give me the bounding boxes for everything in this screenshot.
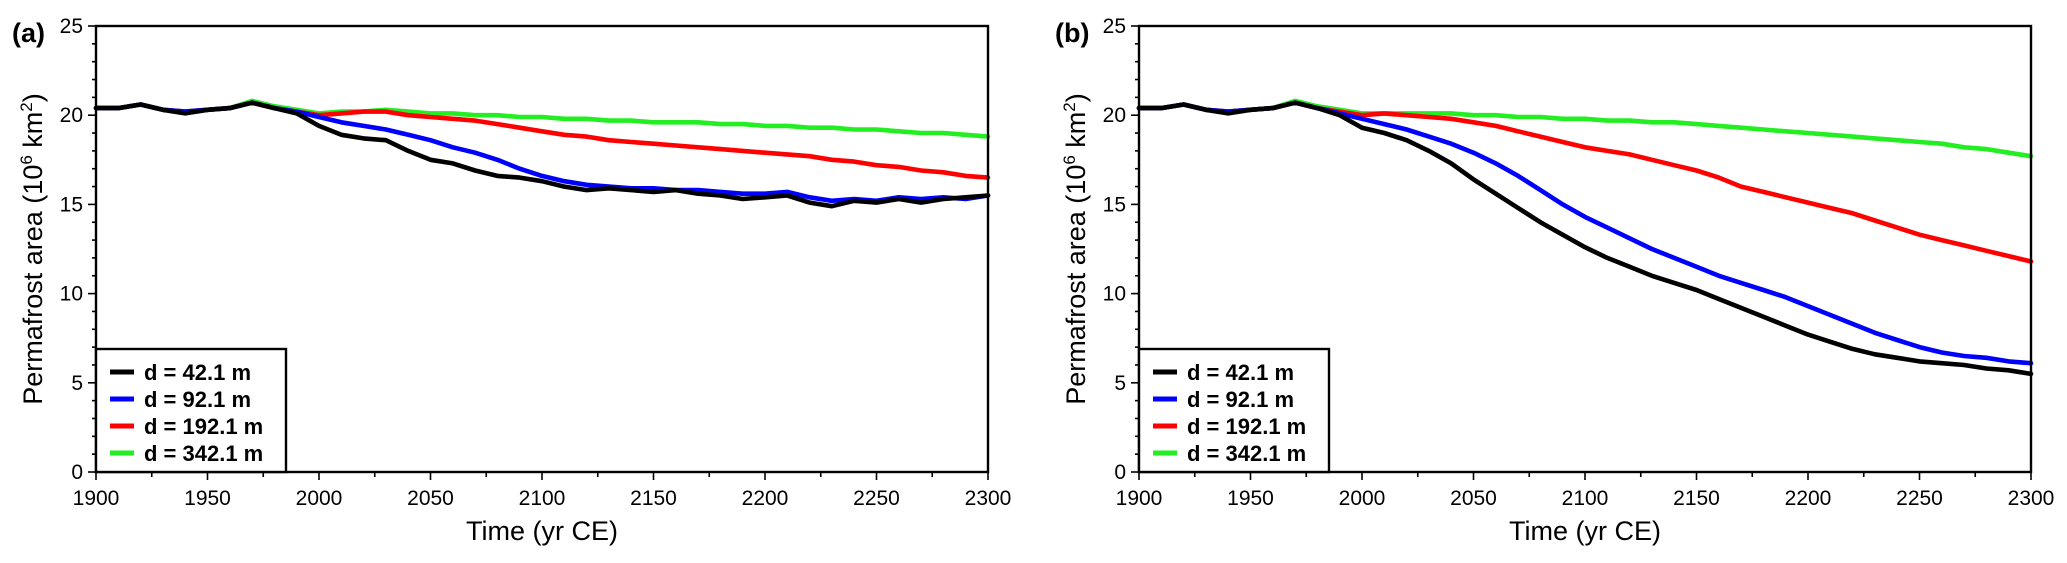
x-tick-label: 1900 [1116, 487, 1163, 510]
x-axis-title: Time (yr CE) [466, 516, 618, 546]
x-tick-label: 2200 [1785, 487, 1832, 510]
series-line-42-1m [1136, 100, 2034, 377]
y-tick-label: 5 [1114, 372, 1126, 395]
panel-a: 1900 1950 2000 2050 2100 2150 2200 2250 2300 0 5 10… [12, 15, 1011, 546]
y-tick-label: 0 [1114, 461, 1126, 484]
x-tick-label: 2050 [407, 487, 454, 510]
y-axis-title: Permafrost area (106 km2) [1060, 93, 1091, 405]
x-tick-label: 1900 [73, 487, 120, 510]
x-tick-label: 2150 [630, 487, 677, 510]
panel-label: (a) [12, 18, 45, 48]
y-axis-title: Permafrost area (106 km2) [17, 93, 48, 405]
y-tick-label: 10 [60, 283, 83, 306]
panel-label: (b) [1055, 18, 1089, 48]
legend-entry: d = 342.1 m [144, 441, 263, 466]
y-axis-title-part: 6 [17, 155, 36, 164]
legend-entry: d = 92.1 m [144, 387, 251, 412]
y-tick-label: 20 [60, 104, 83, 127]
y-axis-title-part: 2 [1060, 102, 1079, 111]
x-tick-label: 2050 [1450, 487, 1497, 510]
x-tick-label: 2000 [1339, 487, 1386, 510]
y-tick-label: 10 [1103, 283, 1126, 306]
y-tick-label: 15 [60, 193, 83, 216]
y-axis-title-part: km [18, 112, 48, 156]
legend-entry: d = 92.1 m [1187, 387, 1294, 412]
y-tick-label: 0 [71, 461, 83, 484]
y-tick-label: 20 [1103, 104, 1126, 127]
legend: d = 42.1 md = 92.1 md = 192.1 md = 342.1… [1137, 347, 1331, 474]
legend-entry: d = 42.1 m [1187, 360, 1294, 385]
series-line-42-1m [93, 100, 991, 209]
y-axis-title-part: Permafrost area (10 [18, 165, 48, 405]
x-tick-label: 1950 [1227, 487, 1274, 510]
panel-b: 1900 1950 2000 2050 2100 2150 2200 2250 2300 0 5 10… [1055, 15, 2054, 546]
x-axis-title: Time (yr CE) [1509, 516, 1661, 546]
x-tick-label: 2100 [1562, 487, 1609, 510]
legend-entry: d = 192.1 m [144, 414, 263, 439]
x-tick-label: 2300 [2008, 487, 2055, 510]
x-tick-label: 2150 [1673, 487, 1720, 510]
y-axis-title-part: ) [18, 93, 48, 102]
x-tick-label: 2250 [853, 487, 900, 510]
x-tick-label: 2100 [519, 487, 566, 510]
series-group [1136, 98, 2034, 377]
y-tick-label: 5 [71, 372, 83, 395]
legend: d = 42.1 md = 92.1 md = 192.1 md = 342.1… [94, 347, 288, 474]
legend-entry: d = 192.1 m [1187, 414, 1306, 439]
y-tick-label: 15 [1103, 193, 1126, 216]
y-tick-label: 25 [1103, 15, 1126, 38]
y-tick-label: 25 [60, 15, 83, 38]
y-axis-title-part: 6 [1060, 155, 1079, 164]
x-tick-label: 2000 [296, 487, 343, 510]
x-tick-label: 2300 [965, 487, 1012, 510]
x-tick-label: 1950 [184, 487, 231, 510]
x-tick-label: 2200 [742, 487, 789, 510]
series-line-192-1m [93, 100, 991, 180]
legend-entry: d = 342.1 m [1187, 441, 1306, 466]
legend-entry: d = 42.1 m [144, 360, 251, 385]
y-axis-title-part: ) [1061, 93, 1091, 102]
y-axis-title-part: 2 [17, 102, 36, 111]
y-axis-title-part: Permafrost area (10 [1061, 165, 1091, 405]
y-axis-title-part: km [1061, 112, 1091, 156]
series-line-192-1m [1136, 100, 2034, 264]
x-tick-label: 2250 [1896, 487, 1943, 510]
series-group [93, 98, 991, 209]
